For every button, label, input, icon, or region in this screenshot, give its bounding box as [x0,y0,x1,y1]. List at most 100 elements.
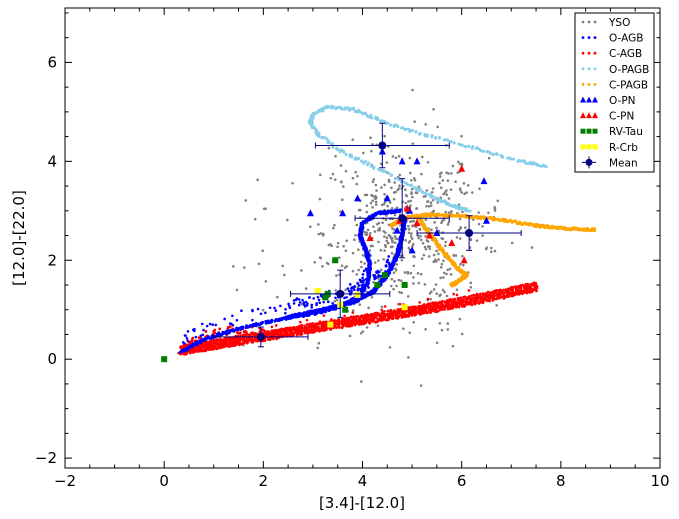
o-agb-point [259,321,263,325]
legend-entry: C-AGB [581,48,642,60]
yso-point [393,279,396,283]
yso-point [394,190,397,194]
o-agb-point [398,208,402,212]
o-agb-point [264,311,267,315]
o-agb-point [361,273,365,276]
c-agb-point [423,305,427,309]
o-agb-point [361,276,364,280]
o-agb-branch-point [308,296,311,299]
o-agb-point [181,341,185,344]
c-agb-point [414,308,418,312]
o-pagb-point [465,207,469,211]
legend-entry: C-PN [580,111,634,123]
c-agb-point [383,305,387,308]
o-agb-point [237,327,241,331]
c-agb-point [303,324,307,328]
c-pagb-point [433,212,437,216]
yso-point [435,292,438,296]
c-agb-point [346,320,350,324]
c-agb-point [478,299,482,303]
c-pagb-point [476,217,480,221]
yso-point [390,186,393,190]
r-crb-legend-marker [586,144,592,150]
o-pagb-point [317,133,321,137]
yso-point [371,194,375,198]
o-agb-branch-point [294,298,298,302]
o-agb-branch-point [304,304,308,307]
yso-point [317,223,320,226]
yso-point [413,255,416,259]
c-agb-point [398,313,402,317]
o-pagb-point [405,183,409,187]
c-agb-point [263,339,267,342]
o-agb-point [356,287,360,291]
o-agb-branch-point [384,269,387,273]
yso-point [407,356,410,359]
o-agb-point [186,330,190,333]
yso-point [428,292,432,295]
o-pagb-point [457,207,461,211]
o-pagb-point [325,137,329,141]
o-agb-point [202,328,205,332]
legend-label: O-AGB [609,33,643,45]
c-pagb-point [490,216,494,220]
yso-point [417,281,421,285]
r-crb-marker [314,287,321,294]
yso-point [424,247,428,251]
o-agb-point [362,269,366,273]
yso-point [465,191,468,194]
o-agb-point [274,309,278,312]
c-agb-point [505,288,509,291]
o-pagb-point [393,176,397,180]
yso-point [417,236,420,240]
y-axis-label: [12.0]-[22.0] [10,190,28,286]
o-agb-point [284,317,288,321]
c-agb-point [514,285,518,288]
yso-point [367,306,370,310]
c-pn-marker [448,238,456,246]
c-agb-point [476,297,479,300]
yso-point [443,190,447,194]
c-pagb-point [492,217,496,221]
yso-point [332,226,335,230]
yso-point [353,238,356,242]
yso-point [424,218,428,221]
o-pn-marker [408,246,416,254]
c-agb-point [313,330,316,334]
o-pagb-point [321,109,325,113]
c-agb-point [311,324,315,328]
o-pagb-point [339,148,343,152]
c-agb-point [292,325,296,329]
c-agb-point [379,313,383,317]
c-agb-point [535,286,539,290]
yso-point [430,228,433,232]
o-agb-point [231,329,235,333]
yso-point [317,341,321,345]
r-crb-legend-marker [592,144,598,150]
yso-point [487,211,490,215]
yso-point [448,267,452,271]
c-agb-point [224,339,228,342]
o-pagb-point [353,157,357,161]
yso-point [402,327,405,330]
o-pagb-point [410,183,414,187]
yso-point [334,289,338,292]
c-agb-point [316,322,320,325]
o-agb-branch-point [379,274,383,278]
o-pn-legend-marker [580,96,586,103]
o-agb-point [284,311,287,315]
o-agb-branch-point [390,267,394,271]
c-pn-marker [460,256,468,264]
yso-point [261,308,265,312]
o-agb-branch-point [304,300,308,304]
rv-tau-marker [161,356,168,363]
c-agb-point [440,302,444,306]
o-agb-point [201,333,205,337]
c-agb-point [380,308,383,312]
o-agb-point [187,340,190,343]
o-pagb-point [499,154,503,158]
o-pagb-point [334,107,338,111]
c-agb-point [228,325,232,329]
legend-label: C-PN [609,111,634,123]
yso-point [379,268,383,272]
